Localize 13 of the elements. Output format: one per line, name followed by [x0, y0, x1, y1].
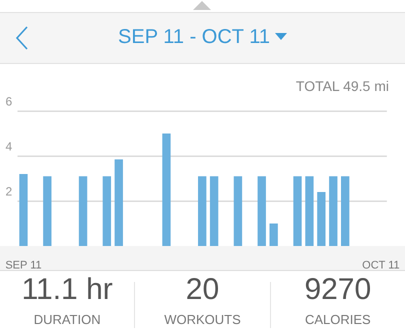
text: 9270 [304, 273, 372, 306]
y-tick-label: 4 [6, 139, 13, 154]
y-tick-label: 2 [6, 184, 13, 198]
x-tick-label: OCT 11 [362, 260, 400, 272]
text: 11.1 hr [22, 273, 113, 306]
y-tick-label: 6 [6, 94, 13, 108]
chart-subtitle: TOTAL 49.5 mi [296, 78, 389, 94]
chart-title: SEP 11 - OCT 11 [118, 26, 270, 48]
text: 20 [186, 273, 220, 306]
text: DURATION [34, 312, 101, 327]
text: CALORIES [304, 312, 371, 327]
x-tick-label: SEP 11 [5, 260, 42, 272]
text: WORKOUTS [164, 312, 241, 327]
